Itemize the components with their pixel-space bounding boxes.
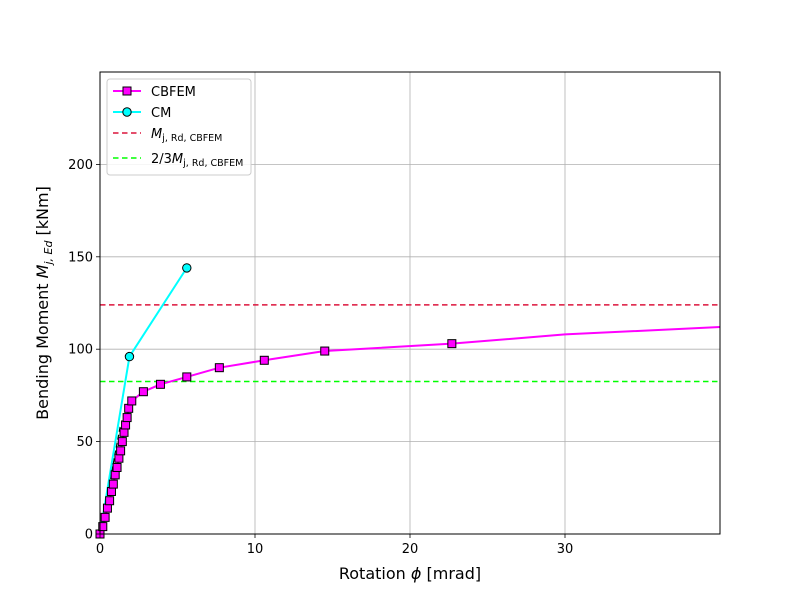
x-axis-label: Rotation ϕ [mrad]: [339, 564, 481, 583]
y-tick-label-0: 0: [85, 528, 93, 543]
y-tick-label-1: 50: [76, 435, 93, 450]
cbfem-point-9: [114, 453, 124, 463]
legend-item-cbfem: CBFEM: [113, 85, 196, 100]
x-axis-label-symbol: ϕ: [411, 564, 422, 583]
cbfem-point-15: [124, 403, 134, 413]
cbfem-point-6: [108, 479, 118, 489]
cbfem-point-14: [122, 413, 132, 423]
legend-item-mjrd: Mj, Rd, CBFEM: [113, 127, 222, 144]
plot-markers: [95, 263, 457, 539]
legend-mjrd-symbol: M: [151, 127, 162, 142]
legend-two-thirds-symbol: M: [172, 152, 183, 167]
legend-item-cm: CM: [113, 106, 171, 121]
cbfem-point-20: [214, 363, 224, 373]
cbfem-point-11: [117, 437, 127, 447]
cbfem-point-5: [106, 486, 116, 496]
legend-label-two-thirds-mjrd: 2/3Mj, Rd, CBFEM: [151, 152, 243, 169]
axis-ticks: 0 10 20 30 0 50 100 150 200: [68, 158, 573, 557]
x-axis-label-unit: [mrad]: [421, 564, 481, 583]
y-axis-label-unit: [kNm]: [33, 186, 52, 240]
cbfem-point-1: [98, 522, 108, 532]
cbfem-point-23: [447, 339, 457, 349]
cbfem-point-10: [116, 446, 126, 456]
cbfem-point-19: [182, 372, 192, 382]
cbfem-point-3: [102, 503, 112, 513]
cbfem-point-8: [112, 462, 122, 472]
cbfem-point-12: [119, 427, 129, 437]
x-tick-label-1: 10: [247, 542, 264, 557]
cbfem-point-7: [110, 470, 120, 480]
legend-item-two-thirds-mjrd: 2/3Mj, Rd, CBFEM: [113, 152, 243, 169]
cbfem-point-22: [320, 346, 330, 356]
y-axis-label-main: Bending Moment: [33, 278, 52, 419]
legend-box: [106, 78, 252, 176]
cm-point-2: [182, 263, 192, 273]
cbfem-point-17: [138, 387, 148, 397]
cbfem-point-21: [259, 355, 269, 365]
legend-label-cbfem: CBFEM: [151, 85, 196, 100]
x-axis-label-main: Rotation: [339, 564, 411, 583]
y-tick-label-3: 150: [68, 250, 93, 265]
cbfem-point-16: [127, 396, 137, 406]
legend-marker-cm: [122, 107, 132, 117]
legend-mjrd-sub: j, Rd, CBFEM: [161, 133, 222, 144]
x-tick-label-3: 30: [557, 542, 574, 557]
y-axis-label: Bending Moment Mj, Ed [kNm]: [33, 186, 55, 420]
legend-two-thirds-sub: j, Rd, CBFEM: [182, 158, 243, 169]
cm-point-1: [124, 351, 135, 362]
cbfem-point-2: [100, 512, 110, 522]
legend-two-thirds-prefix: 2/3: [151, 152, 172, 167]
y-tick-label-4: 200: [68, 158, 93, 173]
cbfem-point-18: [155, 379, 165, 389]
legend-label-cm: CM: [151, 106, 171, 121]
cbfem-point-4: [105, 496, 115, 506]
y-tick-label-2: 100: [68, 343, 93, 358]
legend: CBFEM CM Mj, Rd, CBFEM 2/3Mj, Rd, CBFEM: [106, 78, 252, 176]
x-tick-label-2: 20: [402, 542, 419, 557]
y-axis-label-symbol: M: [33, 264, 52, 278]
cbfem-point-13: [121, 420, 131, 430]
legend-label-mjrd: Mj, Rd, CBFEM: [151, 127, 222, 144]
y-axis-label-sub: j, Ed: [42, 240, 55, 267]
legend-marker-cbfem: [122, 86, 132, 96]
x-tick-label-0: 0: [96, 542, 104, 557]
